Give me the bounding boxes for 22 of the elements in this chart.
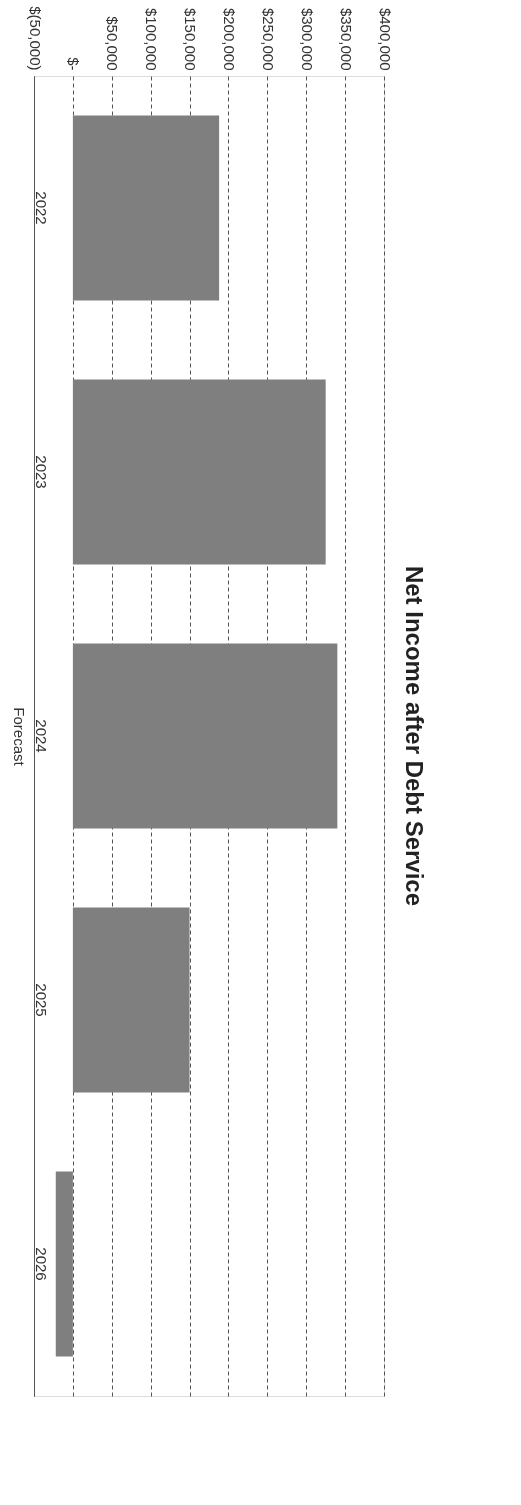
- x-tick-label: $300,000: [298, 7, 316, 71]
- y-tick-label: 2024: [32, 719, 50, 753]
- y-tick-label: 2026: [32, 1247, 50, 1281]
- y-tick-label: 2025: [32, 983, 50, 1017]
- x-tick-label: $150,000: [182, 7, 200, 71]
- bar: [72, 907, 190, 1093]
- y-tick-label: 2023: [32, 455, 50, 489]
- x-tick-label: $(50,000): [26, 6, 44, 71]
- x-tick-label: $200,000: [220, 7, 238, 71]
- bar: [72, 643, 338, 829]
- x-tick-label: $100,000: [143, 7, 161, 71]
- y-tick-label: 2022: [32, 191, 50, 225]
- bar: [72, 115, 220, 301]
- x-tick-label: $250,000: [259, 7, 277, 71]
- bar: [55, 1171, 73, 1357]
- x-tick-label: $50,000: [104, 16, 122, 71]
- bar: [72, 379, 326, 565]
- text: Net Income after Debt Service: [401, 565, 428, 907]
- x-tick-label: $350,000: [337, 7, 355, 71]
- x-tick-label: $400,000: [376, 7, 394, 71]
- x-tick-label: $-: [65, 57, 83, 71]
- y-axis-title: Forecast: [10, 707, 28, 767]
